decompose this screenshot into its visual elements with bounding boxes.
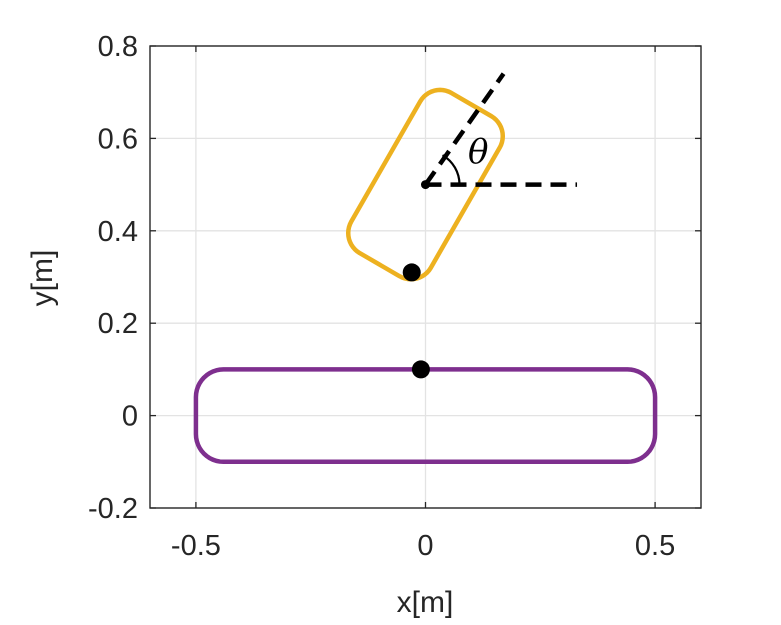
y-tick-label: 0.4 [98,216,138,248]
y-tick-label: -0.2 [88,493,138,525]
tick-labels: -0.5 0 0.5 -0.2 0 0.2 0.4 0.6 0.8 [88,31,675,562]
y-tick-label: 0.8 [98,31,138,63]
plot-frame [149,45,702,509]
theta-arc [441,154,461,185]
x-tick-label: -0.5 [171,530,221,562]
marker-point-2 [411,360,430,379]
y-axis-label: y[m] [26,250,59,307]
x-tick-label: 0 [417,530,433,562]
x-tick-label: 0.5 [635,530,675,562]
marker-point-1 [402,263,421,282]
marker-point-3 [421,180,430,190]
y-tick-label: 0.6 [98,123,138,155]
yellow-outline [345,87,506,282]
grid-lines [150,45,701,509]
y-tick-label: 0.2 [98,308,138,340]
axis-ticks [150,45,701,509]
orientation-dashed-line [423,72,506,186]
theta-label: θ [468,132,488,172]
plot-area [193,72,658,465]
y-tick-label: 0 [122,401,138,433]
x-axis-label: x[m] [397,586,454,619]
purple-outline [193,367,658,465]
